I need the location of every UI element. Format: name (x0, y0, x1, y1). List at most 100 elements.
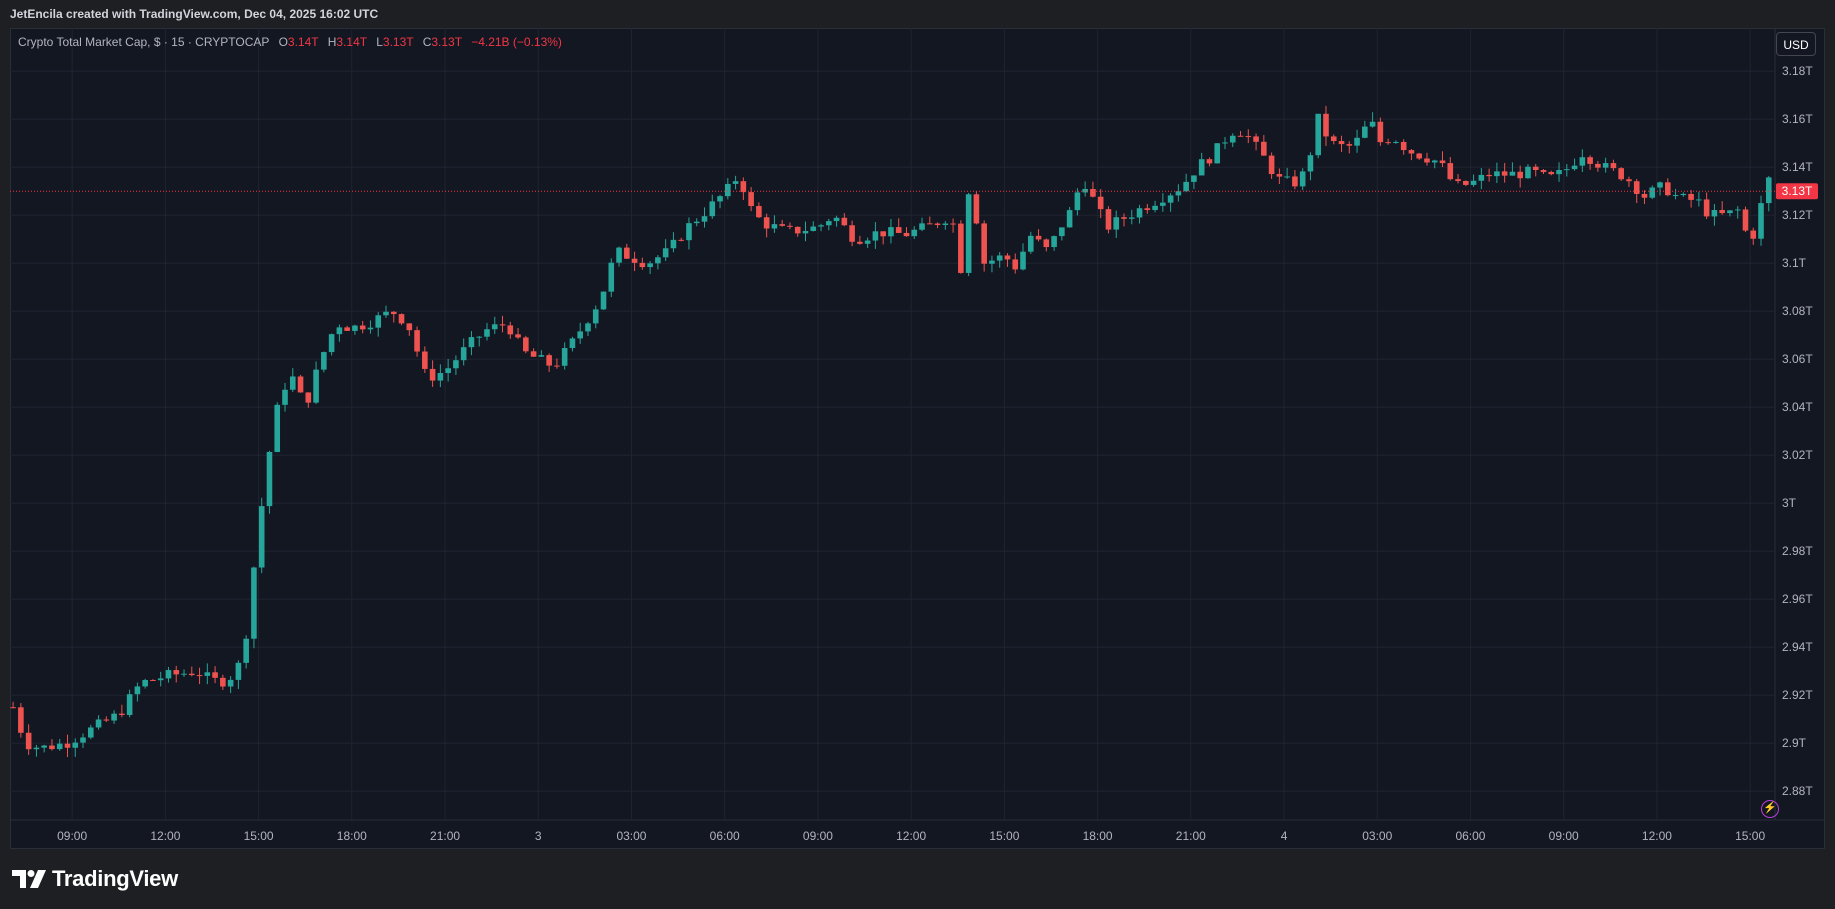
candle-body[interactable] (359, 325, 366, 330)
candle-body[interactable] (647, 263, 653, 268)
candle-body[interactable] (810, 226, 817, 231)
candle-body[interactable] (864, 240, 871, 244)
candle-body[interactable] (1486, 174, 1492, 177)
candle-body[interactable] (546, 355, 552, 366)
candle-body[interactable] (1051, 236, 1057, 248)
candle-body[interactable] (212, 672, 218, 678)
candle-body[interactable] (1408, 150, 1415, 154)
candle-body[interactable] (398, 314, 405, 324)
candle-body[interactable] (390, 311, 397, 315)
candle-body[interactable] (243, 638, 249, 663)
candle-body[interactable] (1284, 176, 1290, 178)
candle-body[interactable] (1742, 209, 1749, 231)
candle-body[interactable] (1649, 187, 1656, 198)
candle-body[interactable] (10, 707, 16, 709)
candle-body[interactable] (1509, 171, 1516, 176)
candle-body[interactable] (484, 329, 490, 337)
candle-body[interactable] (375, 315, 382, 328)
candle-body[interactable] (639, 262, 646, 268)
candle-body[interactable] (18, 707, 24, 733)
candle-body[interactable] (1229, 135, 1236, 143)
candle-body[interactable] (235, 662, 242, 680)
candle-body[interactable] (1097, 196, 1104, 210)
candle-body[interactable] (1198, 159, 1205, 176)
candle-body[interactable] (1362, 126, 1368, 138)
candle-body[interactable] (787, 225, 793, 227)
candle-body[interactable] (592, 309, 599, 324)
candle-body[interactable] (989, 260, 995, 264)
candle-body[interactable] (111, 713, 117, 721)
candle-body[interactable] (1664, 182, 1671, 196)
candle-body[interactable] (1160, 202, 1166, 206)
candle-body[interactable] (72, 742, 79, 748)
candle-body[interactable] (445, 368, 451, 374)
candle-body[interactable] (678, 239, 684, 241)
candle-body[interactable] (1424, 158, 1430, 163)
candle-body[interactable] (740, 181, 747, 193)
candle-body[interactable] (1532, 166, 1539, 171)
candle-body[interactable] (709, 201, 716, 217)
candle-body[interactable] (1703, 199, 1710, 217)
candle-body[interactable] (25, 732, 32, 750)
candle-body[interactable] (1540, 170, 1547, 173)
candle-body[interactable] (569, 338, 576, 349)
candle-body[interactable] (282, 389, 288, 405)
candle-body[interactable] (157, 678, 164, 681)
candle-body[interactable] (406, 323, 413, 331)
candle-body[interactable] (1237, 135, 1244, 137)
candle-body[interactable] (779, 224, 785, 226)
candle-body[interactable] (585, 323, 591, 332)
candle-body[interactable] (1183, 181, 1189, 192)
candle-body[interactable] (538, 355, 545, 357)
candle-body[interactable] (1377, 121, 1384, 143)
candle-body[interactable] (872, 231, 879, 241)
candle-body[interactable] (608, 262, 615, 292)
candle-body[interactable] (624, 247, 630, 259)
candle-body[interactable] (1478, 174, 1485, 181)
candle-body[interactable] (911, 229, 918, 237)
candle-body[interactable] (1175, 191, 1182, 196)
candle-body[interactable] (266, 451, 273, 507)
candle-body[interactable] (150, 680, 156, 682)
candle-body[interactable] (748, 192, 754, 207)
candle-body[interactable] (973, 194, 980, 224)
candle-body[interactable] (227, 679, 234, 687)
candle-body[interactable] (1292, 176, 1298, 187)
candle-body[interactable] (1688, 193, 1694, 200)
candle-body[interactable] (305, 392, 312, 403)
candle-body[interactable] (1463, 181, 1469, 185)
candle-body[interactable] (1043, 239, 1050, 248)
candle-body[interactable] (1004, 255, 1011, 260)
candle-body[interactable] (1696, 199, 1702, 201)
candle-body[interactable] (1618, 168, 1624, 180)
candle-body[interactable] (1276, 174, 1283, 177)
candle-body[interactable] (289, 376, 296, 390)
candle-body[interactable] (717, 196, 723, 202)
candle-body[interactable] (950, 223, 956, 225)
candle-body[interactable] (1602, 163, 1609, 168)
candle-body[interactable] (1074, 192, 1081, 211)
candle-body[interactable] (965, 194, 972, 273)
candle-body[interactable] (204, 672, 211, 676)
candle-body[interactable] (1517, 171, 1523, 179)
candle-body[interactable] (1144, 208, 1151, 211)
candle-body[interactable] (491, 324, 498, 330)
candle-body[interactable] (1338, 141, 1345, 145)
candle-body[interactable] (903, 232, 910, 237)
candle-body[interactable] (142, 680, 148, 687)
candle-body[interactable] (313, 369, 319, 403)
candle-body[interactable] (453, 360, 459, 369)
candle-body[interactable] (1323, 113, 1329, 137)
candle-body[interactable] (1354, 137, 1360, 146)
candle-body[interactable] (87, 727, 94, 738)
candle-body[interactable] (849, 225, 855, 242)
candle-body[interactable] (1385, 142, 1391, 144)
candle-body[interactable] (1680, 193, 1687, 196)
candle-body[interactable] (64, 743, 71, 748)
candle-body[interactable] (1152, 205, 1158, 211)
candle-body[interactable] (422, 351, 428, 369)
candle-body[interactable] (297, 376, 304, 393)
tradingview-brand[interactable]: TradingView (12, 866, 178, 892)
currency-button[interactable]: USD (1776, 32, 1816, 56)
candle-body[interactable] (1206, 159, 1213, 164)
